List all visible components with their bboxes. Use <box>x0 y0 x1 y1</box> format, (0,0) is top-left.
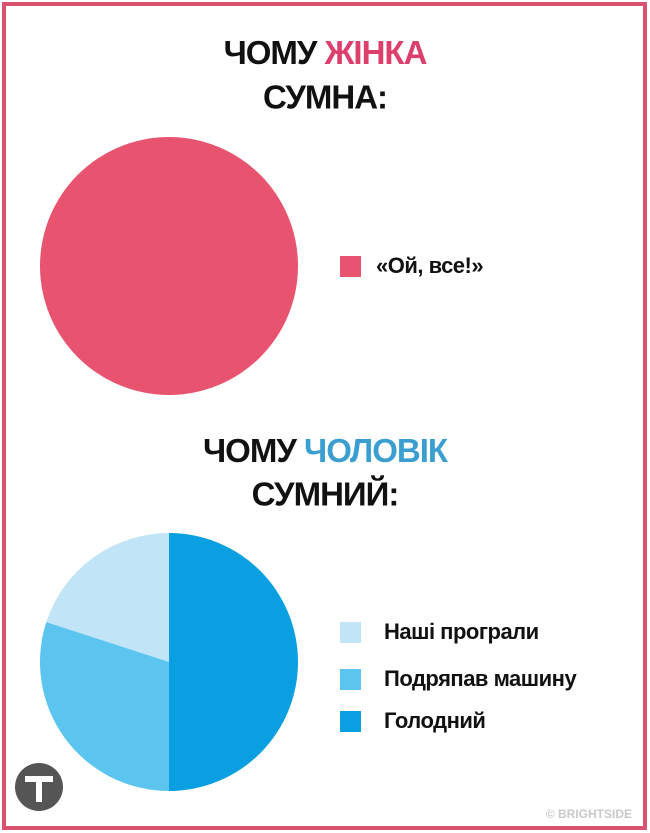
pie-slice <box>39 622 170 791</box>
chart-title-end: СУМНА: <box>263 79 387 116</box>
legend-swatch <box>340 256 361 277</box>
legend-swatch <box>340 622 361 643</box>
legend-swatch <box>340 711 361 732</box>
watermark: © BRIGHTSIDE <box>546 807 632 821</box>
pie-slice <box>46 533 170 662</box>
logo <box>15 763 63 811</box>
title-lead: ЧОМУ <box>224 34 318 71</box>
title-lead: ЧОМУ <box>203 432 297 469</box>
legend-label: Наші програли <box>384 619 539 644</box>
chart-title: ЧОМУ ЧОЛОВІК <box>203 432 449 469</box>
legend-label: Голодний <box>384 708 485 733</box>
title-subject: ЧОЛОВІК <box>304 432 449 469</box>
chart-title: ЧОМУ ЖІНКА <box>224 34 427 71</box>
legend-label: «Ой, все!» <box>376 253 483 278</box>
pie-slice <box>40 137 298 395</box>
legend-label: Подряпав машину <box>384 666 577 691</box>
pie-slice <box>169 533 298 791</box>
chart-title-end: СУМНИЙ: <box>252 475 399 513</box>
legend-swatch <box>340 669 361 690</box>
title-subject: ЖІНКА <box>324 34 427 71</box>
